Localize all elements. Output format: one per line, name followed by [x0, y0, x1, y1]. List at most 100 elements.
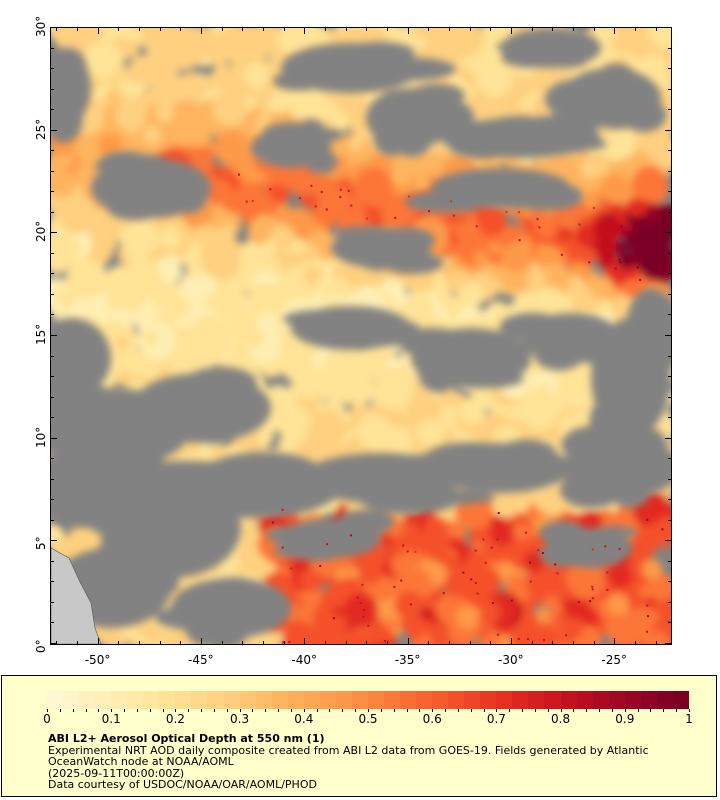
- aod-cell: [265, 385, 291, 411]
- aod-cell: [211, 445, 224, 459]
- lat-minor-tick: [668, 170, 671, 172]
- lon-minor-tick: [159, 641, 161, 644]
- colorbar-tick: [175, 709, 177, 712]
- aod-speckle: [325, 208, 328, 211]
- colorbar-label: 0.9: [615, 712, 635, 726]
- colorbar-swatch: [223, 691, 240, 709]
- aod-speckle: [618, 258, 621, 261]
- lon-minor-tick: [428, 28, 430, 31]
- aod-cell: [607, 593, 629, 615]
- aod-cell: [256, 312, 279, 335]
- lat-tick: [51, 540, 57, 542]
- aod-speckle: [593, 207, 595, 209]
- aod-cell: [265, 259, 281, 274]
- aod-cell: [342, 593, 378, 629]
- colorbar-swatch: [672, 691, 689, 709]
- lon-label: -35°: [394, 653, 421, 667]
- south-america-land: [51, 547, 102, 644]
- cloud-patch: [372, 319, 419, 337]
- lat-minor-tick: [51, 376, 54, 378]
- colorbar-swatch: [271, 691, 288, 709]
- aod-cell: [120, 39, 140, 58]
- lon-minor-tick: [76, 641, 78, 644]
- colorbar-tick: [573, 709, 575, 712]
- aod-cell: [302, 193, 319, 210]
- aod-cell: [332, 140, 347, 155]
- aod-speckle: [518, 239, 521, 242]
- colorbar-swatch: [400, 691, 417, 709]
- lat-minor-tick: [668, 478, 671, 480]
- lon-minor-tick: [448, 28, 450, 31]
- lon-minor-tick: [386, 641, 388, 644]
- lat-minor-tick: [51, 417, 54, 419]
- colorbar-swatch: [63, 691, 80, 709]
- aod-speckle: [251, 199, 254, 202]
- colorbar-swatch: [416, 691, 433, 709]
- aod-cell: [212, 90, 249, 127]
- aod-cell: [313, 429, 334, 451]
- aod-cell: [618, 251, 637, 269]
- cloud-patch: [435, 332, 476, 358]
- lat-minor-tick: [51, 499, 54, 501]
- colorbar-swatch: [496, 691, 513, 709]
- aod-cell: [475, 59, 513, 98]
- aod-cell: [159, 226, 182, 250]
- aod-cell: [578, 267, 593, 281]
- aod-speckle: [406, 550, 409, 553]
- colorbar-swatch: [95, 691, 112, 709]
- lat-minor-tick: [51, 68, 54, 70]
- aod-cell: [425, 151, 447, 173]
- lon-tick: [97, 638, 99, 644]
- lat-minor-tick: [668, 293, 671, 295]
- colorbar-tick: [534, 709, 536, 712]
- aod-speckle: [365, 217, 368, 220]
- cloud-patch: [601, 333, 630, 393]
- aod-cell: [56, 153, 73, 170]
- aod-speckle: [319, 565, 322, 567]
- colorbar-swatch: [592, 691, 609, 709]
- aod-speckle: [560, 253, 563, 256]
- colorbar-swatch: [383, 691, 401, 709]
- aod-cell: [389, 542, 404, 557]
- colorbar-label: 0: [43, 712, 51, 726]
- lon-minor-tick: [490, 641, 492, 644]
- lon-tick: [97, 28, 99, 34]
- colorbar-tick: [432, 709, 434, 712]
- lat-minor-tick: [668, 499, 671, 501]
- aod-speckle: [402, 544, 405, 547]
- lat-label: 5°: [34, 536, 48, 551]
- aod-cell: [320, 622, 341, 642]
- aod-cell: [446, 28, 484, 58]
- aod-cell: [71, 299, 90, 319]
- lon-minor-tick: [76, 28, 78, 31]
- aod-cell: [489, 520, 515, 546]
- aod-speckle: [476, 592, 479, 595]
- lon-minor-tick: [366, 28, 368, 31]
- aod-cell: [527, 269, 547, 289]
- aod-cell: [501, 242, 532, 273]
- colorbar-tick: [72, 709, 74, 712]
- aod-cell: [252, 28, 286, 56]
- lat-minor-tick: [668, 376, 671, 378]
- colorbar-swatch: [143, 691, 160, 709]
- colorbar-tick: [689, 709, 690, 712]
- lon-minor-tick: [56, 28, 58, 31]
- aod-cell: [173, 299, 191, 318]
- aod-cell: [649, 28, 671, 49]
- aod-speckle: [281, 508, 284, 511]
- aod-cell: [235, 31, 260, 56]
- aod-cell: [458, 397, 487, 425]
- aod-speckle: [591, 597, 594, 600]
- colorbar-swatch: [127, 691, 144, 709]
- aod-speckle: [505, 210, 508, 213]
- cloud-patch: [561, 425, 630, 464]
- colorbar-tick: [522, 709, 524, 712]
- aod-cell: [579, 247, 597, 266]
- aod-speckle: [661, 528, 664, 531]
- aod-cell: [268, 90, 292, 113]
- aod-cell: [143, 265, 157, 280]
- aod-speckle: [619, 261, 622, 264]
- aod-cell: [177, 120, 204, 147]
- cloud-patch: [107, 198, 164, 221]
- colorbar-tick: [124, 709, 126, 712]
